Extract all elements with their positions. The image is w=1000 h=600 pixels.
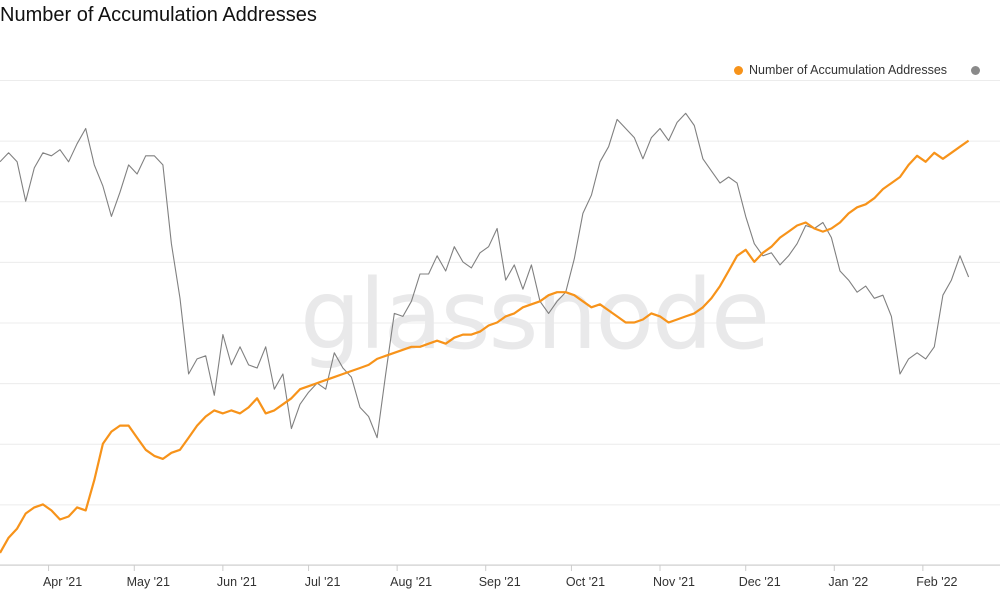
x-tick-label: Nov '21 bbox=[653, 575, 695, 589]
x-axis-ticks: Apr '21 May '21 Jun '21 Jul '21 Aug '21 Sep '… bbox=[43, 565, 958, 589]
x-tick-label: Jul '21 bbox=[305, 575, 341, 589]
legend-label: Number of Accumulation Addresses bbox=[749, 63, 948, 77]
legend-dot-icon-orange bbox=[734, 65, 743, 75]
legend: Number of Accumulation Addresses bbox=[734, 63, 1000, 77]
x-tick-label: Dec '21 bbox=[739, 575, 781, 589]
series-lines bbox=[0, 112, 970, 554]
x-tick-label: Aug '21 bbox=[390, 575, 432, 589]
legend-item-price[interactable] bbox=[971, 65, 986, 75]
x-tick-label: Sep '21 bbox=[479, 575, 521, 589]
x-tick-label: Jan '22 bbox=[828, 575, 868, 589]
legend-item-accumulation-addresses[interactable]: Number of Accumulation Addresses bbox=[734, 63, 947, 77]
x-tick-label: Feb '22 bbox=[916, 575, 957, 589]
chart-title: Number of Accumulation Addresses bbox=[0, 4, 317, 26]
legend-dot-icon-gray bbox=[971, 65, 981, 75]
x-tick-label: Oct '21 bbox=[566, 575, 605, 589]
x-tick-label: May '21 bbox=[127, 575, 170, 589]
x-tick-label: Jun '21 bbox=[217, 575, 257, 589]
x-tick-label: Apr '21 bbox=[43, 575, 82, 589]
series-line-price bbox=[0, 112, 970, 439]
series-line-accumulation-addresses bbox=[0, 139, 970, 554]
